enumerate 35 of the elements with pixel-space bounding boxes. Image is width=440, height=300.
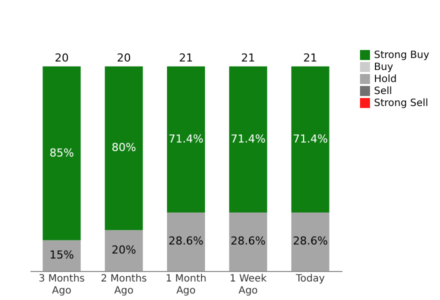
data-label: 28.6%: [292, 234, 328, 248]
bar: [229, 212, 268, 271]
x-tick-label: 1 Week Ago: [230, 274, 267, 296]
x-tick-label: Today: [294, 274, 325, 284]
legend-label: Sell: [374, 86, 392, 97]
bar: [42, 66, 81, 240]
annotation: 21: [179, 51, 193, 64]
data-label: 20%: [112, 244, 136, 257]
annotation: 20: [54, 51, 69, 64]
bar: [167, 66, 205, 212]
x-tick-label: 1 Month Ago: [166, 274, 206, 296]
data-label: 71.4%: [292, 132, 328, 146]
bar: [104, 66, 143, 230]
x-tick-label: 3 Months Ago: [38, 274, 85, 296]
bar: [291, 66, 330, 212]
legend-label: Buy: [374, 62, 394, 73]
data-label: 15%: [49, 248, 74, 262]
legend-label: Hold: [374, 74, 397, 85]
bar: [42, 240, 81, 271]
bar: [291, 212, 330, 271]
data-label: 28.6%: [168, 234, 204, 248]
bar: [167, 212, 205, 271]
legend-label: Strong Sell: [374, 98, 428, 109]
annotation: 21: [241, 51, 256, 64]
data-label: 71.4%: [168, 132, 204, 146]
bar: [229, 66, 268, 212]
data-label: 85%: [49, 146, 74, 160]
data-label: 80%: [112, 141, 136, 154]
annotation: 21: [303, 51, 318, 64]
data-label: 71.4%: [230, 132, 266, 146]
annotation: 20: [116, 51, 131, 64]
x-tick-label: 2 Months Ago: [100, 274, 147, 296]
data-label: 28.6%: [230, 234, 266, 248]
bar: [104, 230, 143, 271]
legend-label: Strong Buy: [374, 50, 430, 61]
